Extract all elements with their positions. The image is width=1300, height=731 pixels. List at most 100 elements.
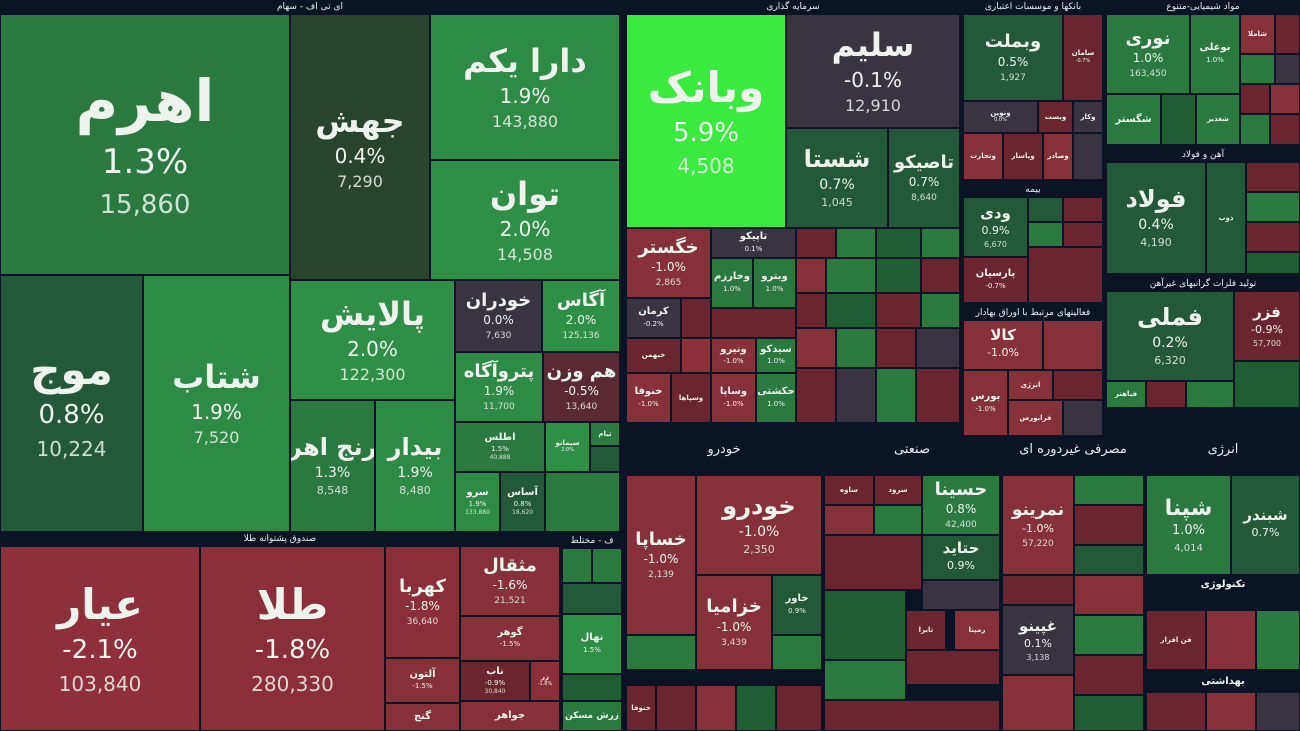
treemap-cell[interactable] (1028, 247, 1103, 303)
stock-tile[interactable]: تاپیکو 0.1% (711, 228, 796, 258)
stock-tile[interactable]: کهربا -1.8% 36,640 (385, 546, 460, 658)
treemap-cell[interactable] (824, 660, 906, 700)
treemap-cell[interactable] (796, 328, 836, 368)
treemap-cell[interactable] (916, 368, 960, 423)
stock-tile[interactable]: جواهر (460, 701, 560, 731)
stock-tile[interactable]: ونیرو -1.0% (711, 338, 756, 373)
stock-tile[interactable]: وپاسار (1003, 133, 1043, 180)
treemap-cell[interactable] (876, 293, 921, 328)
treemap-cell[interactable] (562, 674, 622, 701)
stock-tile[interactable]: طلا -1.8% 280,330 (200, 546, 385, 731)
stock-tile[interactable]: نارنج اهرم 1.3% 8,548 (290, 400, 375, 532)
stock-tile[interactable]: آلتون -1.5% (385, 658, 460, 703)
stock-tile[interactable]: وسپاها (671, 373, 711, 423)
stock-tile[interactable]: سلیم -0.1% 12,910 (786, 14, 960, 128)
stock-tile[interactable]: فرابورس (1008, 400, 1063, 436)
stock-tile[interactable]: وساپا -1.0% (711, 373, 756, 423)
stock-tile[interactable]: سیدکو 1.0% (756, 338, 796, 373)
treemap-cell[interactable] (1063, 222, 1103, 247)
stock-tile[interactable]: فملی 0.2% 6,320 (1106, 291, 1234, 381)
stock-tile[interactable]: بهداشتی (1146, 672, 1300, 692)
stock-tile[interactable]: مثقال -1.6% 21,521 (460, 546, 560, 616)
treemap-cell[interactable] (772, 635, 822, 670)
treemap-cell[interactable] (1246, 162, 1300, 192)
stock-tile[interactable]: فزر -0.9% 57,700 (1234, 291, 1300, 361)
stock-tile[interactable]: آگاس 2.0% 125,136 (542, 280, 620, 352)
treemap-cell[interactable] (696, 685, 736, 731)
treemap-cell[interactable] (916, 328, 960, 368)
treemap-cell[interactable] (1246, 252, 1300, 274)
stock-tile[interactable]: خنوفا (626, 685, 656, 731)
treemap-cell[interactable] (922, 580, 1000, 610)
treemap-cell[interactable] (545, 472, 620, 532)
stock-tile[interactable]: رمپنا (954, 610, 1000, 650)
treemap-cell[interactable] (836, 328, 876, 368)
stock-tile[interactable]: حسینا 0.8% 42,400 (922, 475, 1000, 535)
stock-tile[interactable]: سیمانو 2.0% (545, 422, 590, 472)
stock-tile[interactable]: حکشتی 1.0% (756, 373, 796, 423)
stock-tile[interactable]: پارسیان -0.7% (963, 257, 1028, 303)
stock-tile[interactable]: ودی 0.9% 6,670 (963, 197, 1028, 257)
treemap-cell[interactable] (796, 368, 836, 423)
stock-tile[interactable]: وبست (1038, 101, 1073, 133)
stock-tile[interactable]: انرژی (1008, 370, 1053, 400)
treemap-cell[interactable] (681, 338, 711, 373)
stock-tile[interactable]: تابرا (906, 610, 946, 650)
stock-tile[interactable]: سرود (874, 475, 922, 505)
treemap-cell[interactable] (824, 505, 874, 535)
treemap-cell[interactable] (824, 700, 1000, 731)
treemap-cell[interactable] (711, 308, 796, 338)
treemap-cell[interactable] (562, 548, 592, 583)
stock-tile[interactable]: ساوه (824, 475, 874, 505)
stock-tile[interactable]: خودرو -1.0% 2,350 (696, 475, 822, 575)
stock-tile[interactable]: بورس -1.0% (963, 370, 1008, 436)
stock-tile[interactable]: جهش 0.4% 7,290 (290, 14, 430, 280)
treemap-cell[interactable] (1002, 675, 1074, 731)
stock-tile[interactable]: تیام (590, 422, 620, 446)
stock-tile[interactable]: فباهنر (1106, 381, 1146, 408)
stock-tile[interactable]: شبندر 0.7% (1231, 475, 1300, 575)
treemap-cell[interactable] (1240, 114, 1270, 145)
treemap-cell[interactable] (906, 650, 1000, 685)
treemap-cell[interactable] (1002, 575, 1074, 605)
stock-tile[interactable]: ناب -0.9% 30,840 (460, 661, 530, 701)
stock-tile[interactable]: اطلس 1.5% 40,888 (455, 422, 545, 472)
stock-tile[interactable]: خنوفا -1.0% (626, 373, 671, 423)
stock-tile[interactable]: اهرم 1.3% 15,860 (0, 14, 290, 275)
stock-tile[interactable]: خساپا -1.0% 2,139 (626, 475, 696, 635)
stock-tile[interactable]: بوعلی 1.0% (1190, 14, 1240, 94)
stock-tile[interactable]: شپنا 1.0% 4,014 (1146, 475, 1231, 575)
treemap-cell[interactable] (796, 293, 826, 328)
treemap-cell[interactable] (1074, 475, 1144, 505)
treemap-cell[interactable] (1161, 94, 1196, 145)
stock-tile[interactable]: شاملا (1240, 14, 1275, 54)
stock-tile[interactable]: ونوین 0.0% (963, 101, 1038, 133)
treemap-cell[interactable] (736, 685, 776, 731)
treemap-cell[interactable] (876, 328, 916, 368)
stock-tile[interactable]: شگستر (1106, 94, 1161, 145)
treemap-cell[interactable] (796, 228, 836, 258)
treemap-cell[interactable] (1246, 192, 1300, 222)
treemap-cell[interactable] (921, 293, 960, 328)
treemap-cell[interactable] (1234, 361, 1300, 408)
treemap-cell[interactable] (1074, 505, 1144, 545)
stock-tile[interactable]: شغدیر (1196, 94, 1240, 145)
stock-tile[interactable]: شستا 0.7% 1,045 (786, 128, 888, 228)
stock-tile[interactable]: حتاید 0.9% (922, 535, 1000, 580)
treemap-cell[interactable] (796, 258, 826, 293)
stock-tile[interactable]: تاصیکو 0.7% 8,640 (888, 128, 960, 228)
treemap-cell[interactable] (874, 505, 922, 535)
stock-tile[interactable]: سامان -0.7% (1063, 14, 1103, 101)
treemap-cell[interactable] (1028, 197, 1063, 222)
stock-tile[interactable]: خودران 0.0% 7,630 (455, 280, 542, 352)
treemap-cell[interactable] (1186, 381, 1234, 408)
treemap-cell[interactable] (1256, 692, 1300, 731)
stock-tile[interactable]: کالا -1.0% (963, 320, 1043, 370)
stock-tile[interactable]: موج 0.8% 10,224 (0, 275, 143, 532)
stock-tile[interactable]: پتروآگاه 1.9% 11,700 (455, 352, 543, 422)
treemap-cell[interactable] (590, 446, 620, 472)
stock-tile[interactable]: وبملت 0.5% 1,927 (963, 14, 1063, 101)
stock-tile[interactable]: عیار -2.1% 103,840 (0, 546, 200, 731)
treemap-cell[interactable] (1270, 114, 1300, 145)
stock-tile[interactable]: زرش مسکن (562, 701, 622, 731)
